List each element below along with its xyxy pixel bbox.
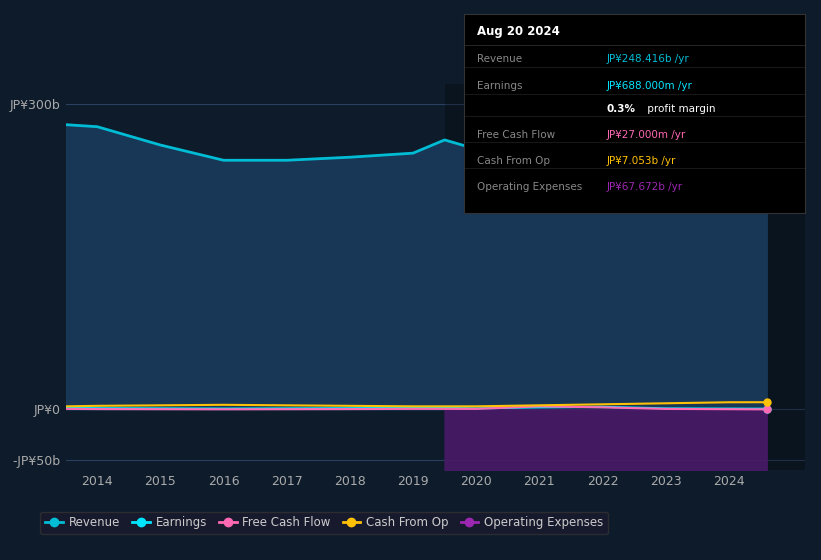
Text: Operating Expenses: Operating Expenses [478,182,583,192]
Legend: Revenue, Earnings, Free Cash Flow, Cash From Op, Operating Expenses: Revenue, Earnings, Free Cash Flow, Cash … [40,512,608,534]
Text: JP¥27.000m /yr: JP¥27.000m /yr [607,130,686,141]
Text: 0.3%: 0.3% [607,105,636,114]
Text: Revenue: Revenue [478,54,523,64]
Text: JP¥248.416b /yr: JP¥248.416b /yr [607,54,690,64]
Bar [445,84,805,470]
Text: Aug 20 2024: Aug 20 2024 [478,25,561,38]
Text: Cash From Op: Cash From Op [478,156,551,166]
Text: Free Cash Flow: Free Cash Flow [478,130,556,141]
Text: JP¥688.000m /yr: JP¥688.000m /yr [607,81,693,91]
Text: profit margin: profit margin [644,105,716,114]
Text: Earnings: Earnings [478,81,523,91]
Text: JP¥7.053b /yr: JP¥7.053b /yr [607,156,677,166]
Text: JP¥67.672b /yr: JP¥67.672b /yr [607,182,683,192]
